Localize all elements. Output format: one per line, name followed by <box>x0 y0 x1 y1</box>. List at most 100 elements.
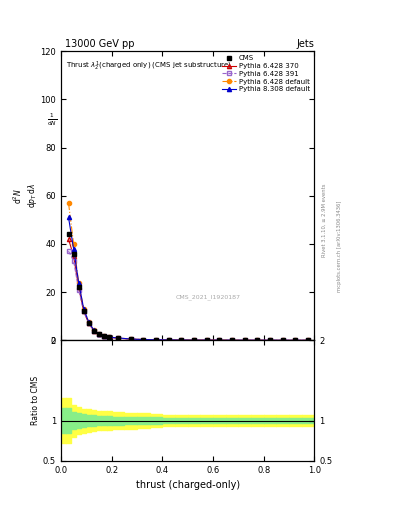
Line: CMS: CMS <box>67 232 310 342</box>
Line: Pythia 8.308 default: Pythia 8.308 default <box>66 216 310 343</box>
Pythia 6.428 391 <box>179 337 184 343</box>
Pythia 8.308 default <box>293 337 298 344</box>
Pythia 6.428 391 <box>166 337 171 343</box>
Pythia 6.428 default <box>92 327 96 333</box>
Pythia 6.428 391 <box>293 337 298 344</box>
Pythia 6.428 391 <box>141 336 146 343</box>
Pythia 8.308 default <box>102 333 107 339</box>
Pythia 6.428 370 <box>306 337 310 344</box>
Pythia 6.428 370 <box>217 337 222 343</box>
CMS <box>86 321 91 327</box>
Text: Thrust $\lambda_2^1$(charged only) (CMS jet substructure): Thrust $\lambda_2^1$(charged only) (CMS … <box>66 60 232 73</box>
Pythia 6.428 370 <box>166 337 171 343</box>
Pythia 6.428 default <box>192 337 196 343</box>
Pythia 6.428 370 <box>102 333 107 339</box>
Pythia 6.428 default <box>81 306 86 312</box>
Pythia 8.308 default <box>280 337 285 344</box>
CMS <box>280 337 285 344</box>
Pythia 8.308 default <box>217 337 222 343</box>
Line: Pythia 6.428 370: Pythia 6.428 370 <box>66 237 310 343</box>
Pythia 6.428 370 <box>71 253 76 259</box>
Y-axis label: Ratio to CMS: Ratio to CMS <box>31 376 40 425</box>
Pythia 6.428 391 <box>306 337 310 344</box>
CMS <box>166 337 171 343</box>
Pythia 8.308 default <box>192 337 196 343</box>
Pythia 8.308 default <box>204 337 209 343</box>
Pythia 6.428 391 <box>154 337 158 343</box>
Pythia 6.428 391 <box>97 331 101 337</box>
Pythia 8.308 default <box>179 337 184 343</box>
CMS <box>141 336 146 343</box>
Pythia 6.428 default <box>242 337 247 344</box>
Pythia 6.428 370 <box>268 337 272 344</box>
Pythia 8.308 default <box>71 246 76 252</box>
Pythia 8.308 default <box>268 337 272 344</box>
Pythia 6.428 391 <box>66 248 71 254</box>
Pythia 8.308 default <box>97 331 101 337</box>
Pythia 6.428 default <box>107 334 112 340</box>
Pythia 8.308 default <box>166 337 171 343</box>
Pythia 6.428 default <box>166 337 171 343</box>
CMS <box>255 337 260 344</box>
Pythia 6.428 391 <box>86 321 91 327</box>
Pythia 6.428 391 <box>204 337 209 343</box>
CMS <box>293 337 298 344</box>
CMS <box>71 250 76 257</box>
Text: CMS_2021_I1920187: CMS_2021_I1920187 <box>175 294 241 300</box>
Pythia 8.308 default <box>306 337 310 344</box>
Pythia 6.428 370 <box>97 331 101 337</box>
Pythia 6.428 default <box>97 331 101 337</box>
Pythia 6.428 370 <box>107 334 112 340</box>
Pythia 6.428 default <box>280 337 285 344</box>
Pythia 6.428 370 <box>242 337 247 344</box>
Pythia 8.308 default <box>128 336 133 342</box>
X-axis label: thrust (charged-only): thrust (charged-only) <box>136 480 240 490</box>
Legend: CMS, Pythia 6.428 370, Pythia 6.428 391, Pythia 6.428 default, Pythia 8.308 defa: CMS, Pythia 6.428 370, Pythia 6.428 391,… <box>220 53 313 95</box>
Pythia 8.308 default <box>92 327 96 333</box>
Pythia 8.308 default <box>230 337 234 344</box>
Pythia 6.428 391 <box>268 337 272 344</box>
Pythia 6.428 370 <box>255 337 260 344</box>
Pythia 6.428 default <box>71 241 76 247</box>
Pythia 8.308 default <box>107 334 112 340</box>
CMS <box>76 284 81 290</box>
CMS <box>92 328 96 334</box>
Text: Rivet 3.1.10, ≥ 2.9M events: Rivet 3.1.10, ≥ 2.9M events <box>322 183 327 257</box>
Pythia 6.428 default <box>116 335 120 341</box>
CMS <box>204 337 209 343</box>
Pythia 8.308 default <box>154 337 158 343</box>
Pythia 6.428 370 <box>293 337 298 344</box>
CMS <box>242 337 247 344</box>
CMS <box>66 231 71 238</box>
Pythia 8.308 default <box>242 337 247 344</box>
Pythia 8.308 default <box>116 335 120 341</box>
CMS <box>107 334 112 340</box>
CMS <box>128 336 133 342</box>
Pythia 6.428 391 <box>76 287 81 293</box>
Pythia 8.308 default <box>66 215 71 221</box>
Pythia 6.428 391 <box>255 337 260 344</box>
Pythia 6.428 default <box>66 200 71 206</box>
Pythia 6.428 391 <box>81 308 86 314</box>
Pythia 8.308 default <box>255 337 260 344</box>
Pythia 6.428 default <box>86 319 91 325</box>
Pythia 8.308 default <box>81 306 86 312</box>
CMS <box>268 337 272 344</box>
Pythia 6.428 default <box>217 337 222 343</box>
Pythia 6.428 391 <box>102 333 107 339</box>
Pythia 6.428 370 <box>154 337 158 343</box>
Pythia 6.428 370 <box>280 337 285 344</box>
Pythia 6.428 391 <box>107 334 112 340</box>
Pythia 6.428 391 <box>192 337 196 343</box>
Pythia 6.428 391 <box>92 328 96 334</box>
Pythia 6.428 default <box>268 337 272 344</box>
Pythia 6.428 370 <box>204 337 209 343</box>
Pythia 6.428 391 <box>242 337 247 344</box>
Pythia 6.428 default <box>230 337 234 344</box>
Pythia 6.428 370 <box>81 308 86 314</box>
CMS <box>217 337 222 343</box>
Pythia 6.428 370 <box>141 336 146 343</box>
CMS <box>102 333 107 339</box>
CMS <box>81 308 86 314</box>
Pythia 6.428 391 <box>230 337 234 344</box>
